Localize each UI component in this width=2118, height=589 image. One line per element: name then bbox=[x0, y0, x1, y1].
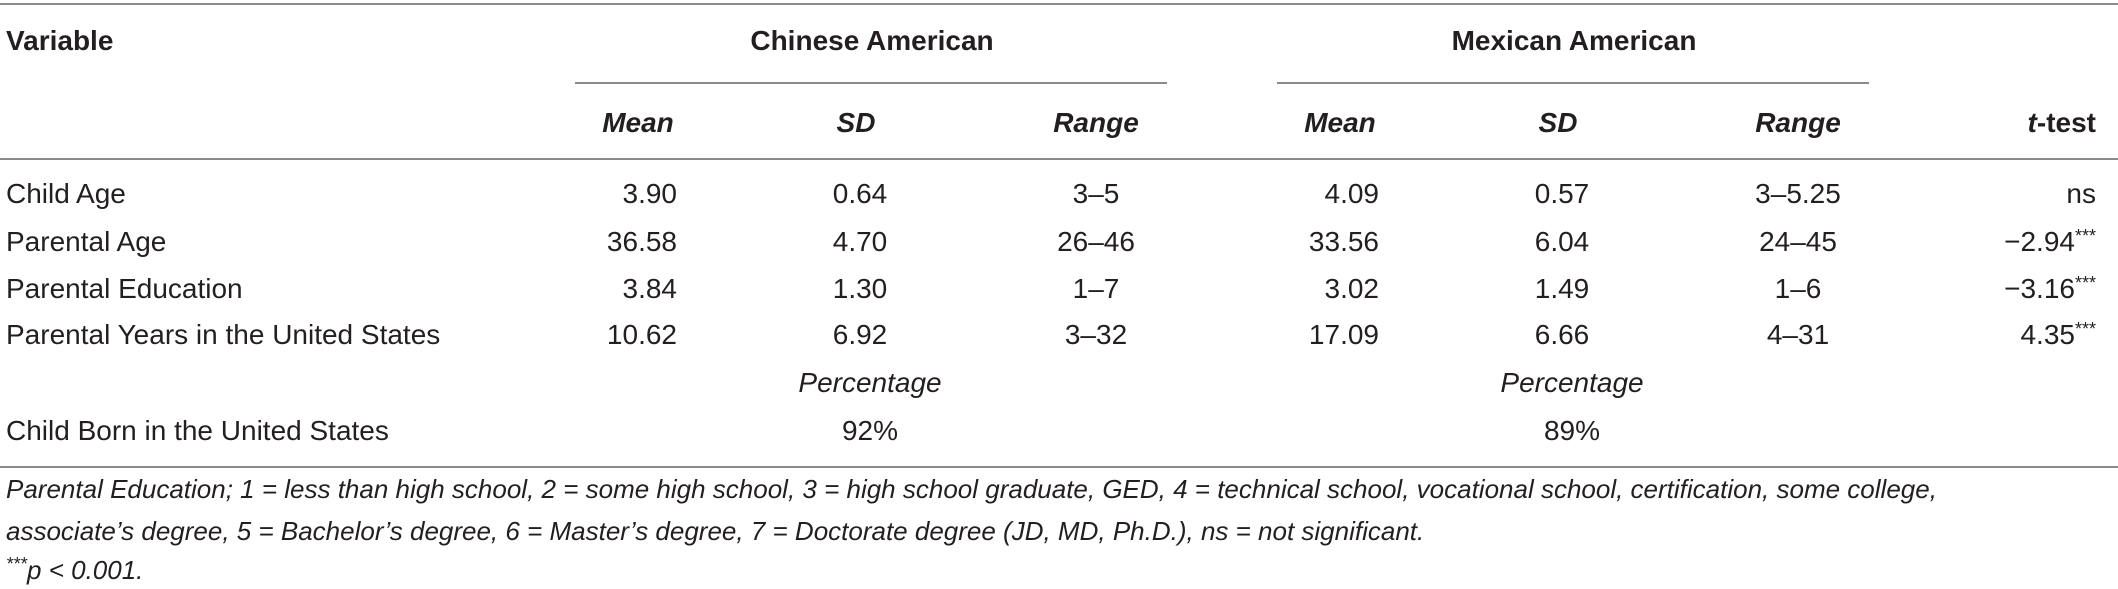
cell-mexican-percentage: 89% bbox=[1543, 415, 1601, 446]
cell-mexican-mean: 3.02 bbox=[1324, 273, 1380, 304]
header-chinese-american: Chinese American bbox=[750, 25, 994, 56]
cell-mexican-mean: 33.56 bbox=[1308, 226, 1379, 257]
cell-chinese-mean: 10.62 bbox=[606, 319, 677, 350]
cell-t-test: −2.94*** bbox=[2004, 225, 2096, 259]
cell-mexican-mean: 4.09 bbox=[1324, 178, 1380, 209]
row-label: Child Born in the United States bbox=[6, 415, 389, 446]
header-mean-chinese: Mean bbox=[602, 107, 674, 138]
significance-marker: *** bbox=[2074, 273, 2096, 293]
cell-chinese-range: 3–32 bbox=[1064, 319, 1128, 350]
percentage-label-chinese: Percentage bbox=[798, 367, 942, 398]
top-rule bbox=[0, 3, 2118, 5]
cell-chinese-percentage: 92% bbox=[841, 415, 899, 446]
row-label: Parental Years in the United States bbox=[6, 319, 441, 350]
cell-chinese-mean: 3.84 bbox=[622, 273, 678, 304]
header-mexican-american: Mexican American bbox=[1451, 25, 1697, 56]
header-range-mexican: Range bbox=[1755, 107, 1841, 138]
cell-chinese-mean: 3.90 bbox=[622, 178, 678, 209]
cell-chinese-range: 3–5 bbox=[1072, 178, 1120, 209]
cell-chinese-sd: 4.70 bbox=[832, 226, 888, 257]
significance-marker: *** bbox=[2074, 226, 2096, 246]
significance-marker: *** bbox=[2074, 319, 2096, 339]
footnote-line-1: Parental Education; 1 = less than high s… bbox=[6, 474, 1937, 504]
row-label: Child Age bbox=[6, 178, 126, 209]
row-label: Parental Education bbox=[6, 273, 243, 304]
cell-mexican-range: 1–6 bbox=[1774, 273, 1822, 304]
cell-mexican-range: 3–5.25 bbox=[1755, 178, 1841, 209]
header-range-chinese: Range bbox=[1053, 107, 1139, 138]
footnote-significance-marker: *** bbox=[6, 554, 28, 574]
header-t-letter: t bbox=[2027, 107, 2037, 138]
cell-chinese-sd: 6.92 bbox=[832, 319, 888, 350]
cell-chinese-range: 1–7 bbox=[1072, 273, 1120, 304]
cell-t-test: 4.35*** bbox=[2020, 318, 2096, 352]
header-test-suffix: -test bbox=[2036, 107, 2096, 138]
footnote-p-value: p < 0.001. bbox=[27, 555, 144, 585]
cell-chinese-range: 26–46 bbox=[1057, 226, 1135, 257]
footnote-line-3: ***p < 0.001. bbox=[6, 553, 143, 587]
header-t-test: t-test bbox=[2028, 106, 2096, 140]
cell-t-test: −3.16*** bbox=[2004, 272, 2096, 306]
percentage-label-mexican: Percentage bbox=[1500, 367, 1644, 398]
cell-chinese-sd: 0.64 bbox=[832, 178, 888, 209]
mexican-american-underline bbox=[1277, 82, 1869, 84]
row-label: Parental Age bbox=[6, 226, 167, 257]
header-variable: Variable bbox=[6, 25, 114, 56]
cell-mexican-sd: 1.49 bbox=[1534, 273, 1590, 304]
cell-t-test: ns bbox=[2066, 177, 2096, 211]
cell-chinese-sd: 1.30 bbox=[832, 273, 888, 304]
cell-chinese-mean: 36.58 bbox=[606, 226, 677, 257]
table-bottom-rule bbox=[0, 466, 2118, 468]
t-value: ns bbox=[2066, 178, 2096, 209]
t-value: −3.16 bbox=[2004, 273, 2075, 304]
t-value: 4.35 bbox=[2020, 319, 2075, 350]
footnote-line-2: associate’s degree, 5 = Bachelor’s degre… bbox=[6, 516, 1425, 546]
t-value: −2.94 bbox=[2004, 226, 2075, 257]
cell-mexican-range: 4–31 bbox=[1766, 319, 1830, 350]
cell-mexican-range: 24–45 bbox=[1759, 226, 1837, 257]
cell-mexican-mean: 17.09 bbox=[1308, 319, 1379, 350]
chinese-american-underline bbox=[575, 82, 1167, 84]
header-mean-mexican: Mean bbox=[1304, 107, 1376, 138]
cell-mexican-sd: 6.04 bbox=[1534, 226, 1590, 257]
header-bottom-rule bbox=[0, 158, 2118, 160]
cell-mexican-sd: 6.66 bbox=[1534, 319, 1590, 350]
cell-mexican-sd: 0.57 bbox=[1534, 178, 1590, 209]
header-sd-chinese: SD bbox=[836, 107, 876, 138]
header-sd-mexican: SD bbox=[1538, 107, 1578, 138]
